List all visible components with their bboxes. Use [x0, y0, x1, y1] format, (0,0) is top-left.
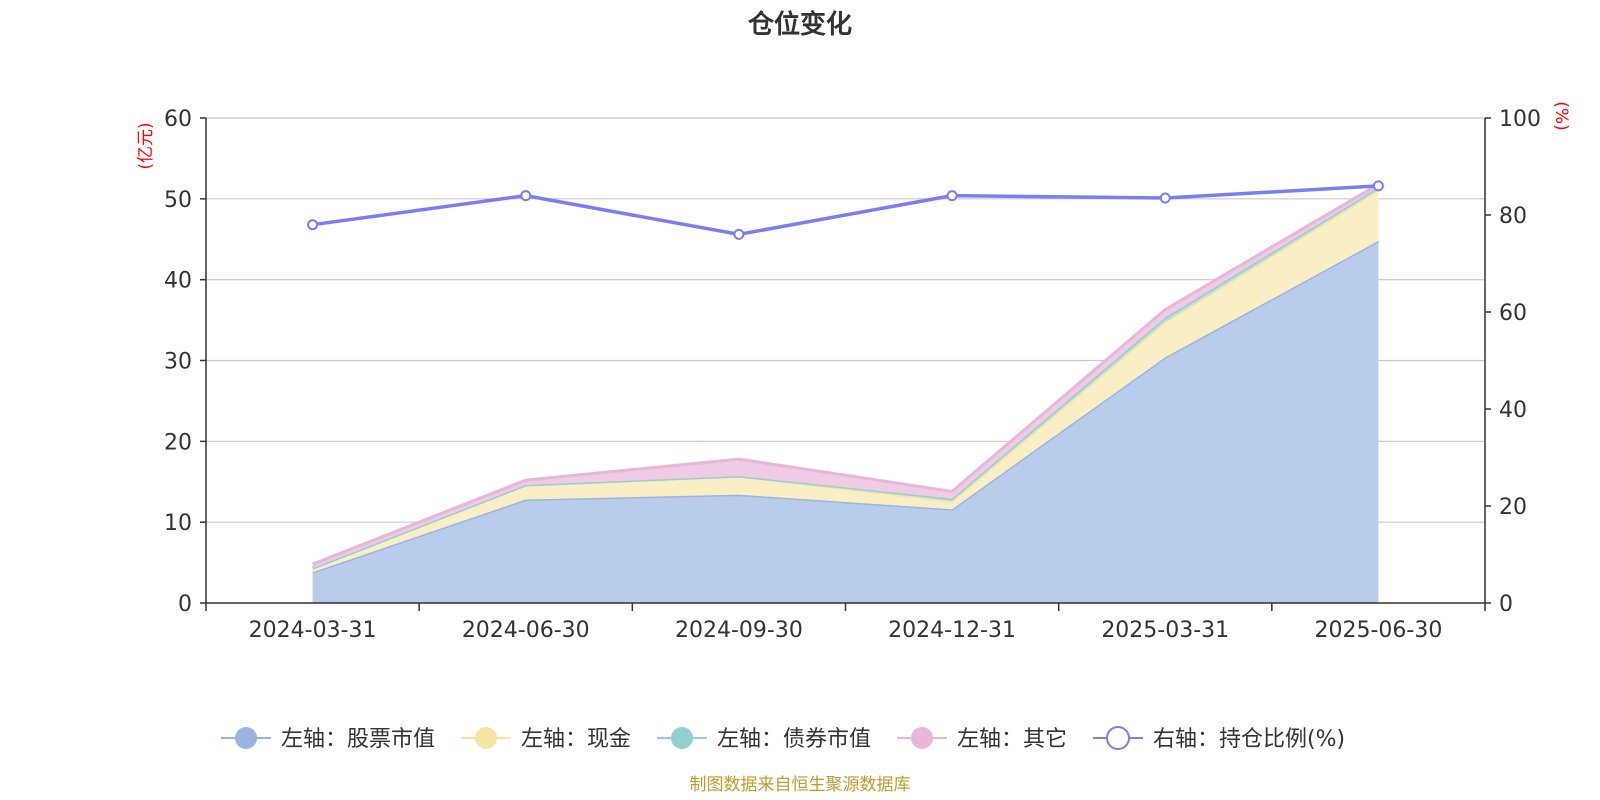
stacked-areas	[312, 182, 1380, 603]
position-ratio-line	[307, 180, 1384, 240]
left-axis-tick-label: 10	[164, 511, 192, 536]
x-axis-tick-label: 2025-06-30	[1314, 618, 1442, 643]
position-ratio-point	[307, 219, 319, 231]
right-axis-tick-label: 100	[1499, 107, 1541, 132]
legend: 左轴：股票市值 左轴：现金 左轴：债券市值 左轴：其它 右轴：持仓比例(%)	[221, 726, 1345, 752]
right-axis-tick-label: 60	[1499, 301, 1527, 326]
x-axis-tick-label: 2024-06-30	[462, 618, 590, 643]
right-axis-tick-label: 40	[1499, 398, 1527, 423]
position-ratio-point	[946, 190, 958, 202]
legend-label: 左轴：股票市值	[281, 727, 435, 752]
area-左轴：股票市值	[312, 240, 1379, 603]
right-axis-unit: (%)	[1551, 101, 1571, 130]
left-axis-tick-label: 20	[164, 430, 192, 455]
area-左轴：现金	[312, 189, 1379, 573]
position-ratio-point	[1159, 192, 1171, 204]
left-axis-tick-label: 60	[164, 107, 192, 132]
left-axis-tick-label: 50	[164, 188, 192, 213]
left-axis-tick-label: 30	[164, 350, 192, 375]
position-ratio-point	[1372, 180, 1384, 192]
legend-label: 左轴：其它	[957, 727, 1067, 752]
legend-swatch-marker	[1106, 726, 1130, 750]
axes: 0 10 20 30 40 50 60 0 20 40 60 80 100 2024-03-31 2024-…	[164, 107, 1541, 643]
position-ratio-point	[733, 228, 745, 240]
position-ratio-line-path	[312, 184, 1379, 237]
legend-label: 左轴：现金	[521, 727, 631, 752]
chart-title: 仓位变化	[747, 9, 852, 40]
x-axis-tick-label: 2024-12-31	[888, 618, 1016, 643]
legend-swatch-marker	[911, 727, 933, 749]
x-axis-tick-label: 2024-03-31	[249, 618, 377, 643]
right-axis-tick-label: 20	[1499, 495, 1527, 520]
legend-swatch-marker	[671, 727, 693, 749]
area-edge-左轴：其它	[312, 182, 1380, 566]
legend-label: 右轴：持仓比例(%)	[1153, 727, 1345, 752]
data-source-note: 制图数据来自恒生聚源数据库	[690, 775, 911, 795]
x-axis-tick-label: 2025-03-31	[1101, 618, 1229, 643]
left-axis-unit: (亿元)	[136, 122, 156, 169]
right-axis-tick-label: 0	[1499, 592, 1513, 617]
right-axis-tick-label: 80	[1499, 204, 1527, 229]
legend-swatch-marker	[475, 727, 497, 749]
left-axis-tick-label: 0	[178, 592, 192, 617]
x-axis-tick-label: 2024-09-30	[675, 618, 803, 643]
position-ratio-point	[520, 190, 532, 202]
legend-label: 左轴：债券市值	[717, 727, 871, 752]
left-axis-tick-label: 40	[164, 269, 192, 294]
legend-swatch-marker	[235, 727, 257, 749]
